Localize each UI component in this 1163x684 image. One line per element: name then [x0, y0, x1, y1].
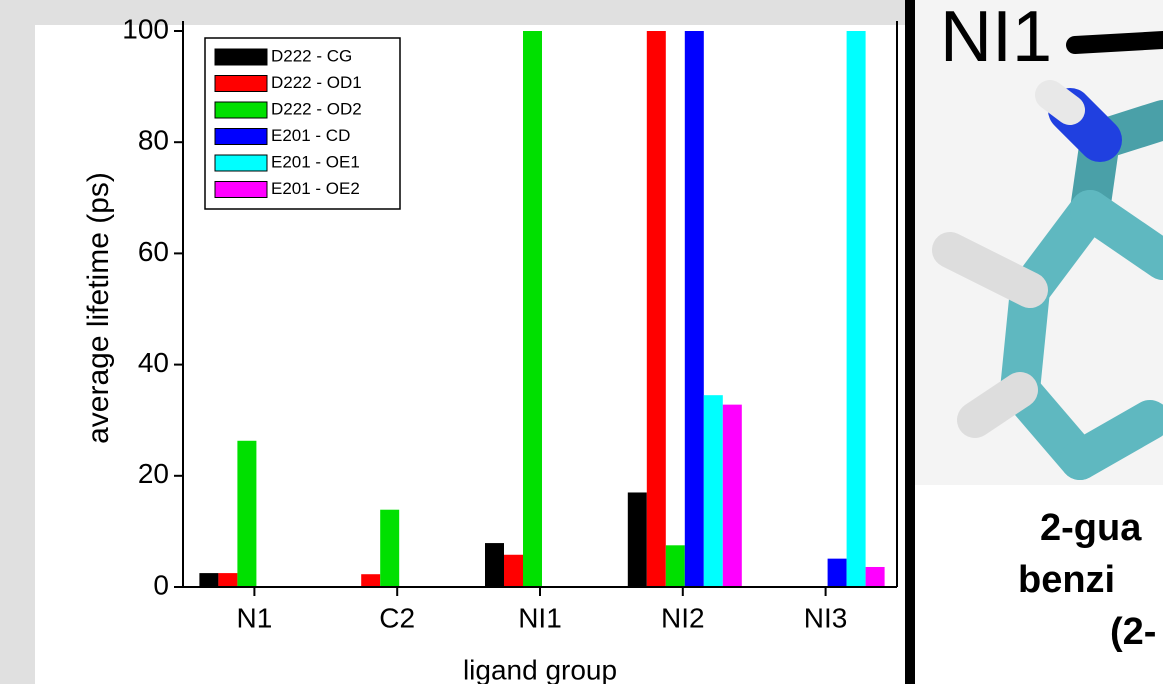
x-tick-label: NI2: [661, 602, 705, 633]
x-tick-label: N1: [237, 602, 273, 633]
bar: [723, 405, 742, 587]
bar: [504, 555, 523, 587]
bond: [1050, 95, 1070, 110]
caption-line: (2-: [1110, 611, 1156, 653]
x-axis-label: ligand group: [463, 654, 617, 684]
page: NI1 2-gua benzi (2- average lifetime (ps…: [0, 0, 1163, 684]
bar: [866, 567, 885, 587]
bond: [975, 390, 1020, 420]
x-tick-label: NI3: [804, 602, 848, 633]
bar: [847, 31, 866, 587]
y-tick-label: 100: [122, 13, 169, 44]
legend-label: D222 - OD1: [271, 73, 362, 92]
legend-swatch: [215, 102, 267, 118]
bar: [704, 395, 723, 587]
bar: [685, 31, 704, 587]
bar: [666, 545, 685, 587]
bar: [485, 543, 504, 587]
caption-line: benzi: [1018, 559, 1115, 601]
bar: [199, 573, 218, 587]
legend-label: D222 - OD2: [271, 99, 362, 118]
legend-label: E201 - OE1: [271, 152, 360, 171]
bar: [523, 31, 542, 587]
x-tick-label: NI1: [518, 602, 562, 633]
legend-swatch: [215, 49, 267, 65]
y-tick-label: 80: [138, 125, 169, 156]
bar: [828, 559, 847, 587]
legend-label: E201 - CD: [271, 126, 350, 145]
pointer: [1075, 40, 1163, 45]
bar: [237, 441, 256, 587]
bar: [218, 573, 237, 587]
y-axis-label: average lifetime (ps): [82, 172, 115, 444]
legend-label: D222 - CG: [271, 46, 352, 65]
bar: [628, 492, 647, 587]
legend-swatch: [215, 129, 267, 145]
x-tick-label: C2: [379, 602, 415, 633]
caption-line: 2-gua: [1040, 507, 1142, 549]
legend-label: E201 - OE2: [271, 179, 360, 198]
y-tick-label: 0: [153, 569, 169, 600]
divider: [905, 0, 915, 684]
legend-swatch: [215, 182, 267, 198]
y-tick-label: 40: [138, 347, 169, 378]
y-tick-label: 60: [138, 236, 169, 267]
bar: [647, 31, 666, 587]
y-tick-label: 20: [138, 458, 169, 489]
bar: [380, 510, 399, 587]
figure: NI1 2-gua benzi (2- average lifetime (ps…: [0, 0, 1163, 684]
bar: [361, 574, 380, 587]
legend-swatch: [215, 155, 267, 171]
atom-label: NI1: [940, 0, 1052, 77]
legend-swatch: [215, 76, 267, 92]
